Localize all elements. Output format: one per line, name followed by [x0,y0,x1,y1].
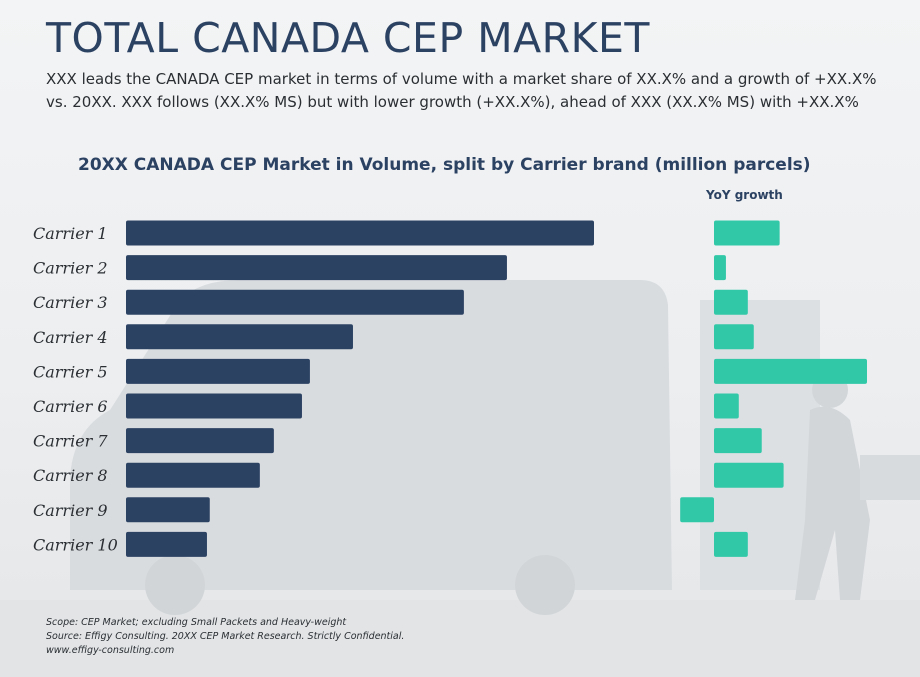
yoy-growth-title: YoY growth [706,188,783,202]
page-title: TOTAL CANADA CEP MARKET [46,14,650,62]
footer-website: www.effigy-consulting.com [46,645,175,656]
category-label-carrier-1: Carrier 1 [33,224,108,243]
yoy-growth-bar-carrier-5 [714,358,867,384]
volume-bar-carrier-6 [126,393,302,419]
category-label-carrier-2: Carrier 2 [33,259,108,278]
yoy-growth-bar-carrier-6 [714,393,739,419]
volume-bar-carrier-7 [126,428,274,454]
footer-scope: Scope: CEP Market; excluding Small Packe… [46,617,347,628]
yoy-growth-bar-carrier-9 [680,497,714,523]
category-label-carrier-8: Carrier 8 [33,466,108,485]
category-label-carrier-10: Carrier 10 [33,535,118,554]
category-label-carrier-9: Carrier 9 [33,501,108,520]
footer-source: Source: Effigy Consulting. 20XX CEP Mark… [46,631,405,642]
volume-bar-carrier-10 [126,531,207,557]
volume-bar-carrier-9 [126,497,210,523]
category-label-carrier-5: Carrier 5 [33,362,108,381]
yoy-growth-bar-carrier-1 [714,220,780,246]
volume-bar-carrier-1 [126,220,594,246]
volume-bar-carrier-8 [126,462,260,488]
chart-title: 20XX CANADA CEP Market in Volume, split … [78,155,811,175]
yoy-growth-bar-carrier-3 [714,289,748,315]
page-description: XXX leads the CANADA CEP market in terms… [46,70,877,111]
yoy-growth-bar-carrier-8 [714,462,784,488]
yoy-growth-bar-carrier-7 [714,428,762,454]
yoy-growth-bar-carrier-10 [714,531,748,557]
category-label-carrier-7: Carrier 7 [33,432,108,451]
category-label-carrier-4: Carrier 4 [33,328,108,347]
volume-bar-carrier-4 [126,324,353,350]
yoy-growth-bar-carrier-2 [714,255,726,281]
category-label-carrier-3: Carrier 3 [33,293,108,312]
volume-bar-carrier-5 [126,358,310,384]
volume-bar-carrier-2 [126,255,507,281]
volume-bar-carrier-3 [126,289,464,315]
footer-notes: Scope: CEP Market; excluding Small Packe… [46,616,404,658]
yoy-growth-bar-carrier-4 [714,324,754,350]
category-label-carrier-6: Carrier 6 [33,397,108,416]
